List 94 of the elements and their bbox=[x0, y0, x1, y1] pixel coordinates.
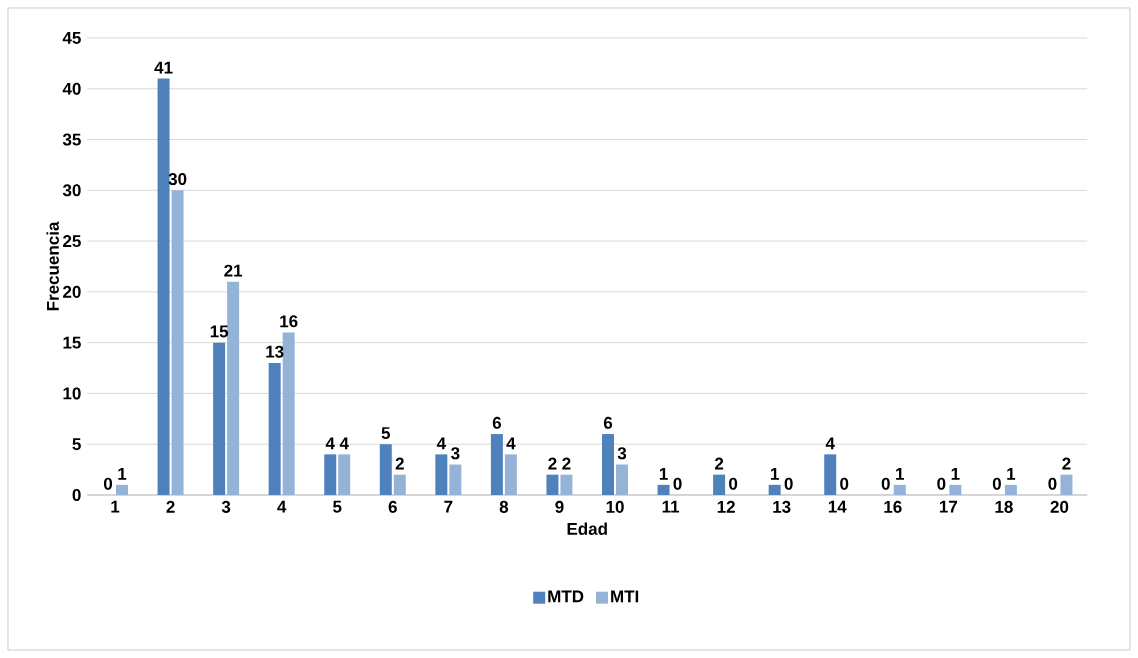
data-label: 4 bbox=[339, 437, 349, 450]
x-tick-label: 17 bbox=[939, 500, 958, 513]
data-label: 1 bbox=[118, 467, 127, 480]
x-tick-label: 7 bbox=[444, 500, 453, 513]
data-label: 3 bbox=[451, 447, 460, 460]
x-tick-label: 10 bbox=[606, 500, 624, 513]
data-label: 1 bbox=[951, 467, 960, 480]
x-tick-label: 18 bbox=[995, 500, 1013, 513]
data-label: 0 bbox=[881, 477, 890, 490]
x-tick-label: 5 bbox=[333, 500, 342, 513]
bar bbox=[338, 454, 351, 495]
data-label: 3 bbox=[617, 447, 627, 460]
bar bbox=[616, 464, 628, 495]
data-label: 1 bbox=[1007, 467, 1016, 480]
y-tick-label: 25 bbox=[63, 235, 81, 248]
data-label: 0 bbox=[937, 477, 946, 490]
data-label: 0 bbox=[1048, 477, 1057, 490]
bar bbox=[171, 190, 184, 495]
x-tick-label: 1 bbox=[111, 500, 120, 513]
bar bbox=[490, 434, 503, 495]
data-label: 6 bbox=[603, 416, 613, 429]
x-tick-label: 16 bbox=[884, 500, 902, 513]
bar bbox=[893, 484, 906, 495]
x-tick-label: 20 bbox=[1050, 500, 1069, 513]
data-label: 5 bbox=[381, 427, 391, 440]
bar bbox=[713, 474, 726, 495]
x-axis-title: Edad bbox=[567, 522, 607, 535]
data-label: 4 bbox=[325, 437, 335, 450]
x-tick-label: 13 bbox=[773, 500, 791, 513]
bar bbox=[546, 474, 559, 495]
x-tick-label: 14 bbox=[828, 500, 847, 513]
data-label: 0 bbox=[784, 477, 793, 490]
data-label: 2 bbox=[548, 457, 557, 470]
x-tick-label: 12 bbox=[717, 500, 735, 513]
x-tick-label: 11 bbox=[662, 500, 680, 513]
bar bbox=[324, 454, 337, 495]
data-label: 0 bbox=[992, 477, 1001, 490]
bar bbox=[227, 281, 240, 495]
data-label: 16 bbox=[280, 315, 298, 328]
y-tick-label: 15 bbox=[63, 336, 81, 349]
y-tick-label: 40 bbox=[62, 82, 81, 95]
y-tick-label: 45 bbox=[62, 32, 81, 44]
data-label: 0 bbox=[729, 477, 738, 490]
y-tick-label: 10 bbox=[63, 387, 81, 400]
data-label: 15 bbox=[210, 325, 229, 338]
data-label: 0 bbox=[840, 477, 849, 490]
bar bbox=[268, 362, 281, 495]
data-label: 21 bbox=[224, 264, 243, 277]
data-label: 4 bbox=[436, 437, 446, 450]
bar bbox=[435, 454, 448, 495]
y-tick-label: 35 bbox=[62, 133, 81, 146]
data-label: 4 bbox=[506, 437, 516, 450]
data-label: 1 bbox=[771, 467, 779, 480]
bar bbox=[1004, 484, 1017, 495]
data-label: 1 bbox=[659, 467, 668, 480]
bar bbox=[768, 484, 781, 495]
bar bbox=[393, 474, 406, 495]
bar bbox=[379, 444, 392, 495]
bar bbox=[560, 474, 573, 495]
bar bbox=[157, 78, 170, 495]
data-label: 2 bbox=[714, 457, 724, 470]
data-label: 2 bbox=[395, 457, 404, 470]
bar bbox=[602, 434, 614, 495]
y-tick-label: 30 bbox=[62, 184, 81, 197]
bar bbox=[824, 454, 837, 495]
bar bbox=[949, 484, 962, 495]
x-tick-label: 9 bbox=[555, 500, 564, 513]
data-label: 4 bbox=[825, 437, 835, 450]
data-label: 6 bbox=[492, 416, 502, 429]
legend-label: MTD bbox=[548, 590, 584, 603]
bar bbox=[504, 454, 517, 495]
data-label: 0 bbox=[673, 477, 682, 490]
y-tick-label: 5 bbox=[72, 438, 81, 451]
data-label: 13 bbox=[266, 345, 284, 358]
bar bbox=[657, 484, 670, 495]
y-tick-label: 20 bbox=[63, 285, 81, 298]
x-tick-label: 6 bbox=[388, 500, 397, 513]
data-label: 0 bbox=[103, 477, 113, 490]
y-axis-title: Frecuencia bbox=[46, 221, 59, 311]
x-tick-label: 2 bbox=[166, 500, 175, 513]
x-tick-label: 3 bbox=[221, 500, 231, 513]
bar bbox=[282, 332, 295, 495]
data-label: 2 bbox=[562, 457, 571, 470]
bar bbox=[213, 342, 226, 495]
x-tick-label: 4 bbox=[277, 500, 287, 513]
data-label: 2 bbox=[1062, 457, 1071, 470]
y-tick-label: 0 bbox=[72, 488, 81, 502]
legend-label: MTI bbox=[611, 590, 639, 603]
bar bbox=[116, 484, 129, 495]
x-tick-label: 8 bbox=[499, 500, 509, 513]
data-label: 41 bbox=[154, 61, 173, 74]
data-label: 1 bbox=[896, 467, 905, 480]
bar bbox=[1060, 474, 1073, 495]
bar bbox=[449, 464, 462, 495]
